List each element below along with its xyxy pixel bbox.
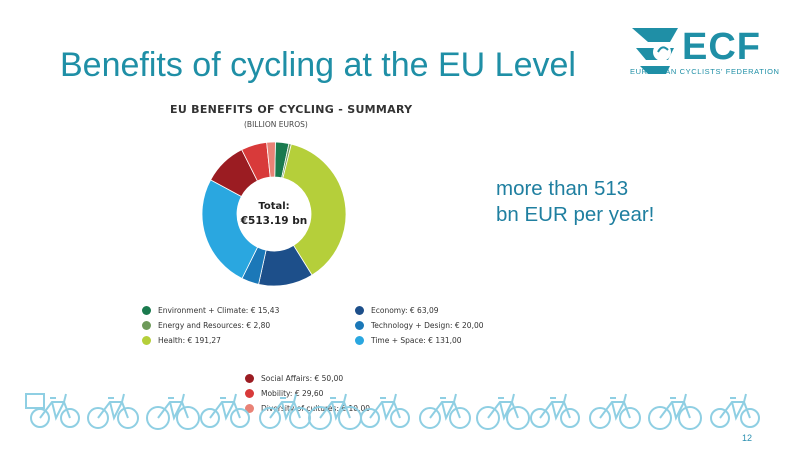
legend-item: Mobility: € 29,60 [245, 386, 370, 401]
legend-item: Social Affairs: € 50,00 [245, 371, 370, 386]
legend-item: Technology + Design: € 20,00 [355, 318, 484, 333]
legend-swatch [245, 404, 254, 413]
ecf-logo-icon [632, 28, 678, 74]
legend-item: Economy: € 63,09 [355, 303, 484, 318]
legend-swatch [245, 374, 254, 383]
logo-name: ECF [682, 26, 761, 68]
bicycle-icon [710, 393, 760, 428]
legend-label: Health: € 191,27 [158, 336, 221, 345]
legend-item: Energy and Resources: € 2,80 [142, 318, 279, 333]
legend-label: Environment + Climate: € 15,43 [158, 306, 280, 315]
donut-chart: Total: €513.19 bn [201, 141, 347, 287]
chart-subtitle: (BILLION EUROS) [244, 120, 308, 129]
callout-line-2: bn EUR per year! [496, 203, 655, 226]
legend-item: Health: € 191,27 [142, 333, 279, 348]
donut-hole [237, 177, 311, 251]
legend-swatch [245, 389, 254, 398]
legend-column-2: Economy: € 63,09 Technology + Design: € … [355, 303, 484, 348]
bicycle-icon [87, 393, 139, 429]
page-number: 12 [741, 433, 752, 443]
bicycle-icon [360, 393, 410, 428]
legend-swatch [355, 321, 364, 330]
legend-label: Time + Space: € 131,00 [371, 336, 462, 345]
bicycle-icon [200, 393, 250, 428]
logo-subtitle: EUROPEAN CYCLISTS' FEDERATION [630, 67, 780, 76]
bicycle-icon [530, 393, 580, 428]
bicycle-icon [419, 393, 471, 429]
legend-label: Energy and Resources: € 2,80 [158, 321, 271, 330]
chart-title: EU BENEFITS OF CYCLING - SUMMARY [170, 103, 413, 116]
bicycle-icon [259, 393, 311, 429]
bicycle-icon [25, 393, 80, 428]
legend-item: Time + Space: € 131,00 [355, 333, 484, 348]
callout-line-1: more than 513 [496, 177, 629, 200]
legend-column-1: Environment + Climate: € 15,43 Energy an… [142, 303, 279, 348]
legend-item: Environment + Climate: € 15,43 [142, 303, 279, 318]
legend-swatch [355, 306, 364, 315]
legend-swatch [355, 336, 364, 345]
callout-text: more than 513 bn EUR per year! [496, 176, 654, 228]
legend-label: Technology + Design: € 20,00 [371, 321, 484, 330]
donut-center-label-1: Total: [258, 201, 289, 212]
bicycle-icon [146, 393, 200, 430]
legend-label: Mobility: € 29,60 [261, 389, 324, 398]
legend-swatch [142, 306, 151, 315]
donut-center-label-2: €513.19 bn [240, 215, 307, 227]
legend-swatch [142, 321, 151, 330]
bicycle-icon [476, 393, 530, 430]
legend-swatch [142, 336, 151, 345]
legend-label: Social Affairs: € 50,00 [261, 374, 344, 383]
bicycle-icon [308, 393, 362, 430]
bicycle-icon [589, 393, 641, 429]
bicycles-decoration-icon [25, 393, 760, 430]
slide-title: Benefits of cycling at the EU Level [60, 46, 576, 84]
legend-label: Economy: € 63,09 [371, 306, 439, 315]
bicycle-icon [648, 393, 702, 430]
